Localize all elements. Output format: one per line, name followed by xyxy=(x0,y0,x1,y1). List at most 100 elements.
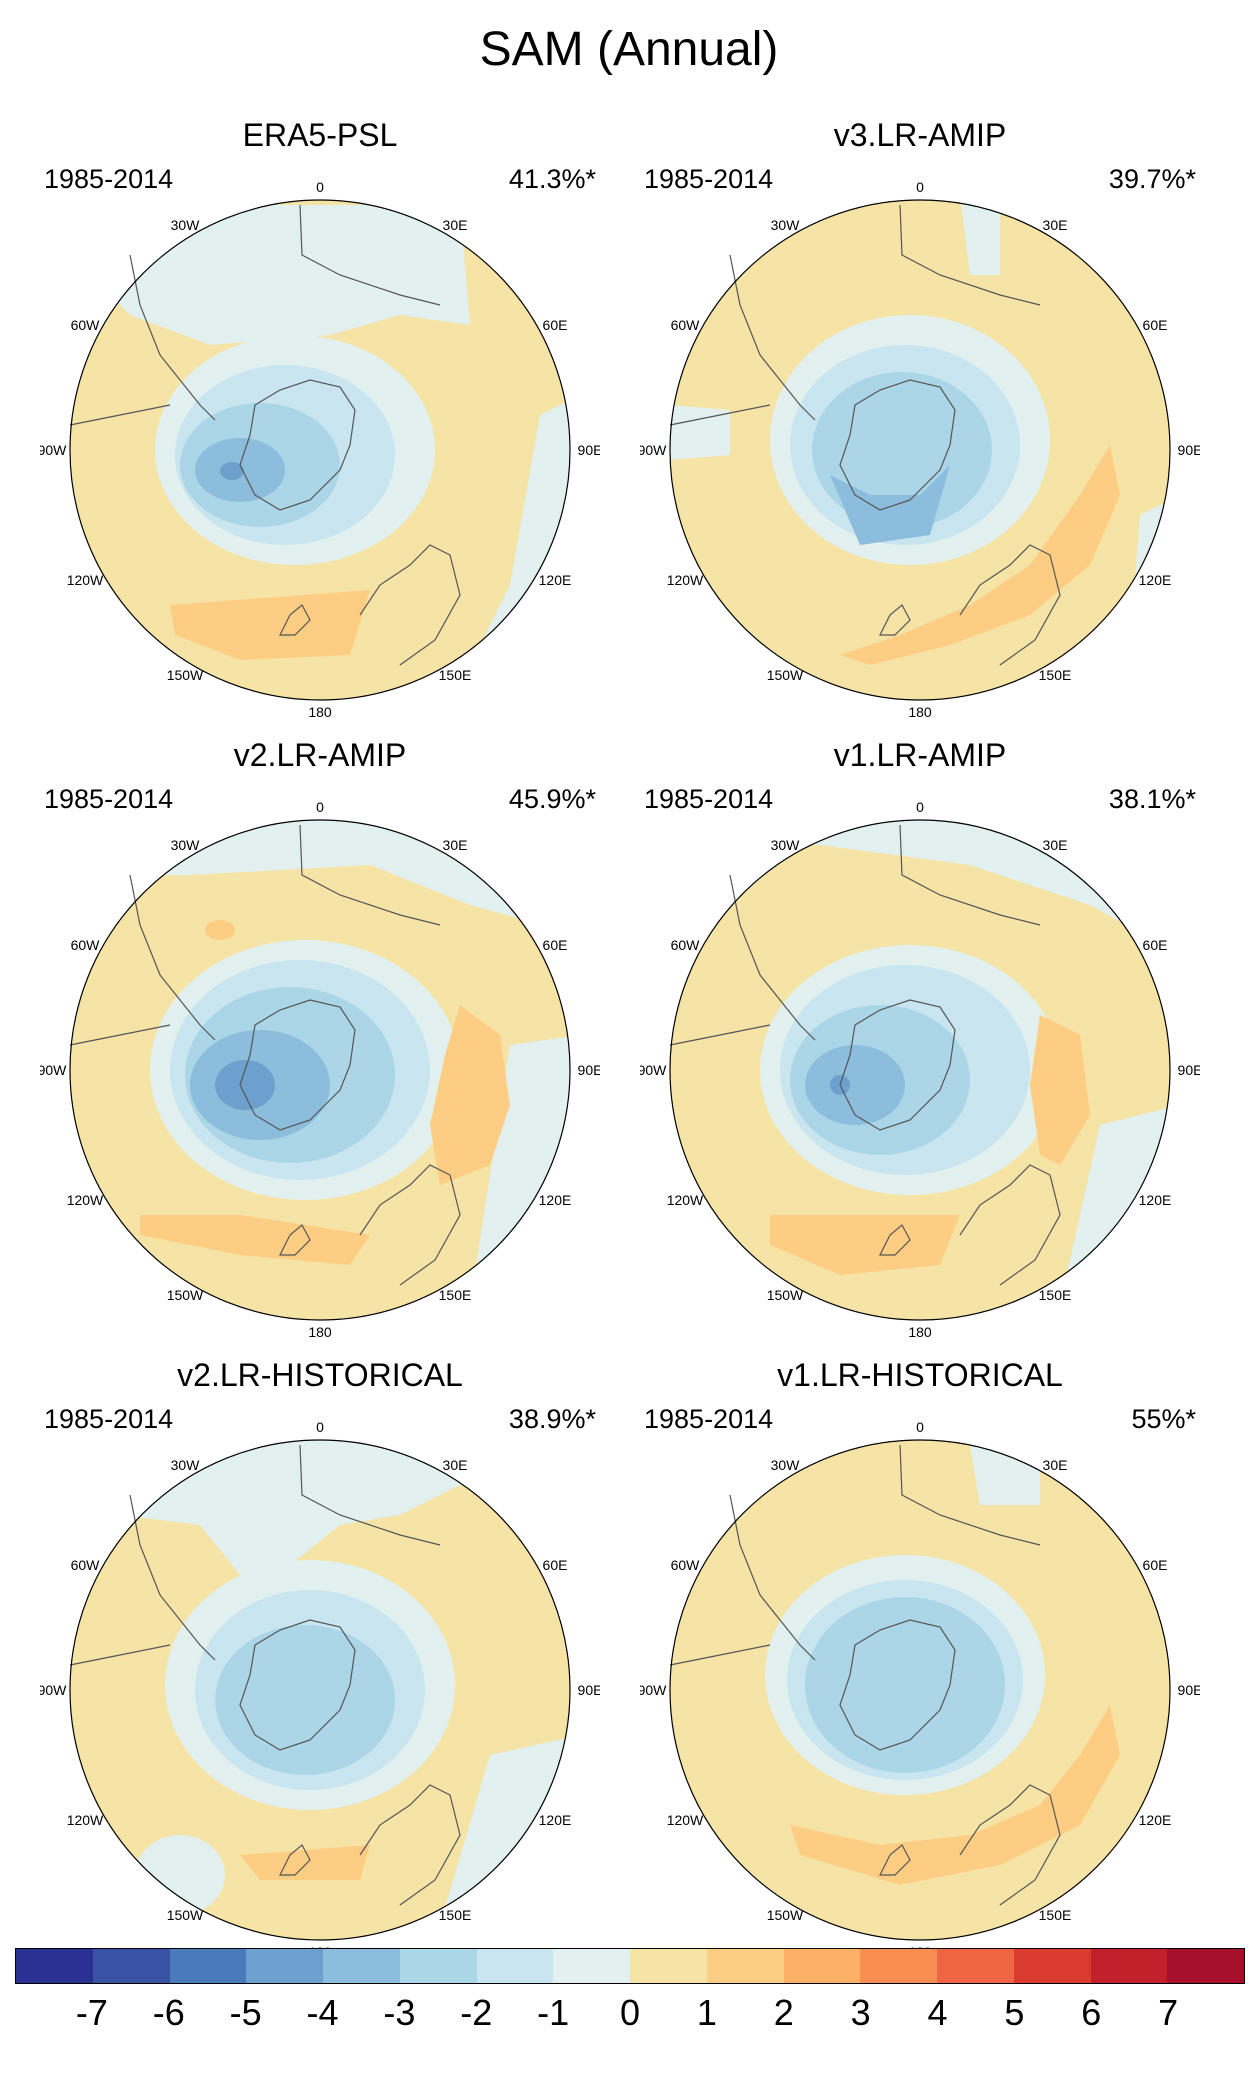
period-label: 1985-2014 xyxy=(644,784,774,814)
lon-label: 60E xyxy=(543,1557,568,1573)
lon-label: 30E xyxy=(443,1457,468,1473)
lon-label: 150W xyxy=(167,1907,204,1923)
lon-label: 120W xyxy=(67,572,104,588)
lon-label: 60E xyxy=(1143,317,1168,333)
colorbar-cell xyxy=(92,1949,170,1983)
lon-label: 120W xyxy=(67,1812,104,1828)
lon-label: 60W xyxy=(71,937,101,953)
lon-label: 30W xyxy=(771,837,801,853)
variance-percent: 55%* xyxy=(1131,1404,1196,1434)
colorbar-cell xyxy=(1090,1949,1168,1983)
map-panel-v3-amip: v3.LR-AMIP 1985-2014 39.7%* 0 30E 60E 90… xyxy=(610,115,1230,735)
lon-label: 120E xyxy=(1139,1192,1172,1208)
lon-label: 90W xyxy=(640,1062,667,1078)
map-panel-v1-amip: v1.LR-AMIP 1985-2014 38.1%* 0 30E 60E 90… xyxy=(610,735,1230,1355)
lon-label: 0 xyxy=(916,799,924,815)
lon-label: 60E xyxy=(543,937,568,953)
colorbar-tick-label: -3 xyxy=(383,1992,416,2033)
lon-label: 30W xyxy=(771,217,801,233)
lon-label: 180 xyxy=(308,1324,332,1340)
lon-label: 0 xyxy=(316,799,324,815)
colorbar-cell xyxy=(706,1949,784,1983)
lon-label: 120W xyxy=(667,1812,704,1828)
lon-label: 30E xyxy=(1043,1457,1068,1473)
polar-map: 0 30E 60E 90E 120E 150E 180 150W 120W 90… xyxy=(640,179,1200,720)
period-label: 1985-2014 xyxy=(644,164,774,194)
lon-label: 90W xyxy=(640,1682,667,1698)
lon-label: 30E xyxy=(443,837,468,853)
polar-map: 0 30E 60E 90E 120E 150E 180 150W 120W 90… xyxy=(40,799,600,1340)
colorbar-cell xyxy=(783,1949,861,1983)
lon-label: 150E xyxy=(1039,1907,1072,1923)
lon-label: 120E xyxy=(1139,572,1172,588)
lon-label: 90E xyxy=(578,1682,600,1698)
lon-label: 150E xyxy=(1039,1287,1072,1303)
colorbar-tick-label: -7 xyxy=(75,1992,108,2033)
lon-label: 60W xyxy=(671,937,701,953)
colorbar-tick-label: 5 xyxy=(1004,1992,1025,2033)
lon-label: 90W xyxy=(40,442,67,458)
lon-label: 90E xyxy=(1178,442,1200,458)
lon-label: 120E xyxy=(1139,1812,1172,1828)
colorbar-tick-label: -4 xyxy=(306,1992,339,2033)
colorbar-tick-label: 0 xyxy=(619,1992,641,2033)
colorbar-cell xyxy=(630,1949,707,1983)
lon-label: 0 xyxy=(916,1419,924,1435)
lon-label: 120W xyxy=(667,572,704,588)
lon-label: 90E xyxy=(578,442,600,458)
colorbar-tick-label: -2 xyxy=(460,1992,493,2033)
lon-label: 0 xyxy=(316,1419,324,1435)
colorbar-tick-label: 2 xyxy=(773,1992,794,2033)
lon-label: 30W xyxy=(171,837,201,853)
colorbar-tick-label: 4 xyxy=(927,1992,948,2033)
lon-label: 90E xyxy=(1178,1062,1200,1078)
colorbar-tick-label: 7 xyxy=(1158,1992,1179,2033)
panel-title: v2.LR-AMIP xyxy=(233,737,407,773)
panel-title: v1.LR-HISTORICAL xyxy=(777,1357,1063,1393)
lon-label: 30E xyxy=(1043,837,1068,853)
lon-label: 150W xyxy=(167,667,204,683)
lon-label: 120W xyxy=(667,1192,704,1208)
colorbar-tick-label: -1 xyxy=(537,1992,570,2033)
colorbar-tick-label: 6 xyxy=(1081,1992,1102,2033)
lon-label: 180 xyxy=(908,704,932,720)
lon-label: 120E xyxy=(539,1812,572,1828)
lon-label: 0 xyxy=(316,179,324,195)
lon-label: 90W xyxy=(640,442,667,458)
colorbar-tick-label: -6 xyxy=(152,1992,185,2033)
colorbar-cell xyxy=(553,1949,630,1983)
map-panel-v1-historical: v1.LR-HISTORICAL 1985-2014 55%* 0 30E 60… xyxy=(610,1355,1230,1975)
lon-label: 150E xyxy=(1039,667,1072,683)
period-label: 1985-2014 xyxy=(44,784,174,814)
panel-title: ERA5-PSL xyxy=(242,117,398,153)
panel-title: v3.LR-AMIP xyxy=(833,117,1007,153)
lon-label: 180 xyxy=(308,704,332,720)
lon-label: 90W xyxy=(40,1062,67,1078)
lon-label: 150E xyxy=(439,1287,472,1303)
colorbar-tick-label: -5 xyxy=(229,1992,262,2033)
lon-label: 150W xyxy=(767,1907,804,1923)
colorbar-cell xyxy=(937,1949,1014,1983)
lon-label: 60W xyxy=(671,1557,701,1573)
map-panel-era5: ERA5-PSL 1985-2014 41.3%* 0 30E 60E 90E … xyxy=(10,115,630,735)
colorbar-cell xyxy=(476,1949,554,1983)
colorbar-cell xyxy=(16,1949,93,1983)
colorbar-cell xyxy=(323,1949,400,1983)
variance-percent: 38.1%* xyxy=(1108,784,1196,814)
period-label: 1985-2014 xyxy=(44,1404,174,1434)
colorbar-cell xyxy=(1013,1949,1091,1983)
lon-label: 30W xyxy=(171,217,201,233)
lon-label: 150W xyxy=(767,1287,804,1303)
colorbar-cell xyxy=(169,1949,247,1983)
polar-map: 0 30E 60E 90E 120E 150E 180 150W 120W 90… xyxy=(640,1419,1200,1960)
colorbar-labels: -7 -6 -5 -4 -3 -2 -1 0 1 2 3 4 5 6 7 xyxy=(15,1988,1245,2038)
lon-label: 120E xyxy=(539,1192,572,1208)
lon-label: 90W xyxy=(40,1682,67,1698)
colorbar-cell xyxy=(1167,1949,1244,1983)
lon-label: 60W xyxy=(71,1557,101,1573)
lon-label: 60E xyxy=(543,317,568,333)
lon-label: 30E xyxy=(1043,217,1068,233)
lon-label: 120E xyxy=(539,572,572,588)
polar-map: 0 30E 60E 90E 120E 150E 180 150W 120W 90… xyxy=(40,1419,600,1960)
lon-label: 120W xyxy=(67,1192,104,1208)
